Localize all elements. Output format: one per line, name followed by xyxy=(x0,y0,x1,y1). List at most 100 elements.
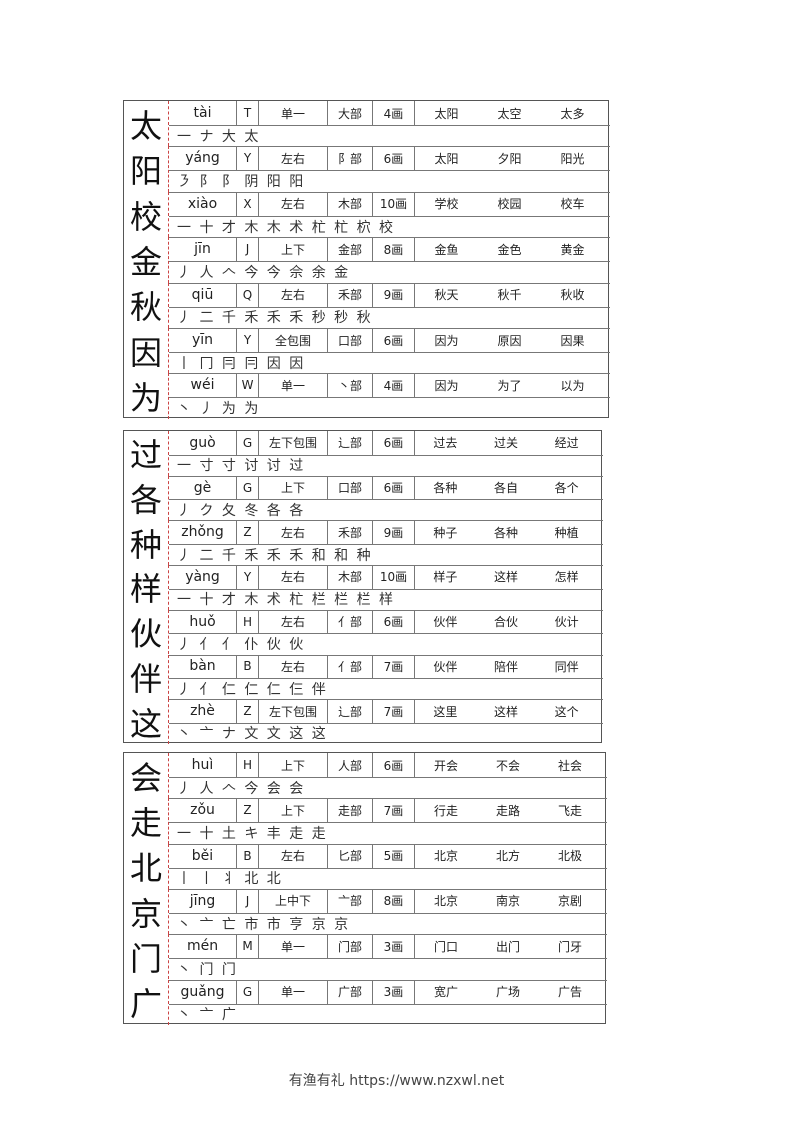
word: 北京 xyxy=(433,894,458,909)
initial: M xyxy=(237,934,259,959)
pinyin: guǎng xyxy=(169,979,237,1004)
stroke-order: 一 ナ 大 太 xyxy=(177,128,261,145)
radical: 禾部 xyxy=(328,520,373,545)
word: 金鱼 xyxy=(434,242,459,257)
big-char: 门 xyxy=(124,934,169,980)
word: 太多 xyxy=(560,106,585,121)
word: 合伙 xyxy=(493,615,518,630)
row-line xyxy=(169,237,610,239)
word: 行走 xyxy=(433,803,458,818)
pinyin: jīn xyxy=(169,237,237,262)
radical: 金部 xyxy=(328,237,373,262)
radical: 木部 xyxy=(328,191,373,216)
word: 种子 xyxy=(433,525,458,540)
word: 这样 xyxy=(493,570,518,585)
strokes: 6画 xyxy=(373,431,415,455)
word: 夕阳 xyxy=(497,151,522,166)
row-line xyxy=(169,397,610,399)
row-line xyxy=(169,454,603,456)
word: 怎样 xyxy=(554,570,579,585)
initial: X xyxy=(237,191,259,216)
strokes: 4画 xyxy=(373,373,415,398)
initial: Z xyxy=(237,520,259,545)
row-line xyxy=(169,373,610,375)
word: 金色 xyxy=(497,242,522,257)
structure: 单一 xyxy=(259,101,328,126)
structure: 左右 xyxy=(259,146,328,171)
big-char: 这 xyxy=(124,699,169,744)
structure: 单一 xyxy=(259,979,328,1004)
stroke-order: 丨 冂 冃 冃 因 因 xyxy=(177,355,306,372)
word: 各种 xyxy=(493,525,518,540)
word: 飞走 xyxy=(557,803,582,818)
strokes: 7画 xyxy=(373,654,415,679)
stroke-order: 丿 二 千 禾 禾 禾 秒 秒 秋 xyxy=(177,310,373,327)
radical: 亠部 xyxy=(328,888,373,913)
word: 这个 xyxy=(554,704,579,719)
initial: Y xyxy=(237,146,259,171)
row-line xyxy=(169,588,603,590)
big-char: 广 xyxy=(124,979,169,1025)
row-line xyxy=(169,958,607,960)
row-line xyxy=(169,352,610,354)
big-char: 太 xyxy=(124,101,169,147)
word: 北方 xyxy=(495,849,520,864)
word: 过去 xyxy=(433,436,458,451)
structure: 左右 xyxy=(259,191,328,216)
word: 样子 xyxy=(433,570,458,585)
big-char: 样 xyxy=(124,565,169,610)
row-line xyxy=(169,475,603,477)
row-line xyxy=(169,328,610,329)
pinyin: tài xyxy=(169,101,237,126)
stroke-order: 丶 亠 亡 市 市 亨 京 京 xyxy=(177,916,351,933)
word: 因为 xyxy=(434,378,459,393)
structure: 全包围 xyxy=(259,328,328,353)
row-line xyxy=(169,822,607,824)
word: 社会 xyxy=(557,758,582,773)
word: 因为 xyxy=(434,333,459,348)
word: 各自 xyxy=(493,481,518,496)
big-char: 因 xyxy=(124,328,169,374)
stroke-order: 丿 亻 亻 仆 伙 伙 xyxy=(177,636,306,653)
word: 各个 xyxy=(554,481,579,496)
initial: G xyxy=(237,475,259,500)
stroke-order: 丿 人 𠆢 今 今 佘 余 金 xyxy=(177,264,351,281)
strokes: 3画 xyxy=(373,979,415,1004)
word: 黄金 xyxy=(560,242,585,257)
strokes: 6画 xyxy=(373,753,415,777)
word: 伙伴 xyxy=(433,659,458,674)
row-line xyxy=(169,170,610,172)
word: 各种 xyxy=(433,481,458,496)
word: 门口 xyxy=(433,939,458,954)
stroke-order: 丶 亠 ナ 文 文 这 这 xyxy=(177,726,328,743)
word: 太阳 xyxy=(434,106,459,121)
pinyin: běi xyxy=(169,843,237,868)
stroke-order: 丨 丨 丬 北 北 xyxy=(177,871,283,888)
initial: W xyxy=(237,373,259,398)
row-line xyxy=(169,912,607,914)
stroke-order: 丶 门 门 xyxy=(177,961,238,978)
row-line xyxy=(169,146,610,148)
structure: 单一 xyxy=(259,373,328,398)
structure: 左下包围 xyxy=(259,431,328,455)
word: 以为 xyxy=(560,378,585,393)
row-line xyxy=(169,544,603,546)
stroke-order: 丶 亠 广 xyxy=(177,1007,238,1024)
radical: 口部 xyxy=(328,328,373,353)
pinyin: guò xyxy=(169,431,237,455)
initial: Q xyxy=(237,282,259,307)
row-line xyxy=(169,306,610,308)
row-line xyxy=(169,565,603,567)
pinyin: bàn xyxy=(169,654,237,679)
structure: 上中下 xyxy=(259,888,328,913)
initial: Z xyxy=(237,699,259,723)
word: 同伴 xyxy=(554,659,579,674)
word: 宽广 xyxy=(433,985,458,999)
structure: 左右 xyxy=(259,565,328,589)
pinyin: zhè xyxy=(169,699,237,723)
initial: J xyxy=(237,237,259,262)
initial: T xyxy=(237,101,259,126)
word: 秋千 xyxy=(497,288,522,303)
row-line xyxy=(169,499,603,501)
initial: H xyxy=(237,609,259,634)
